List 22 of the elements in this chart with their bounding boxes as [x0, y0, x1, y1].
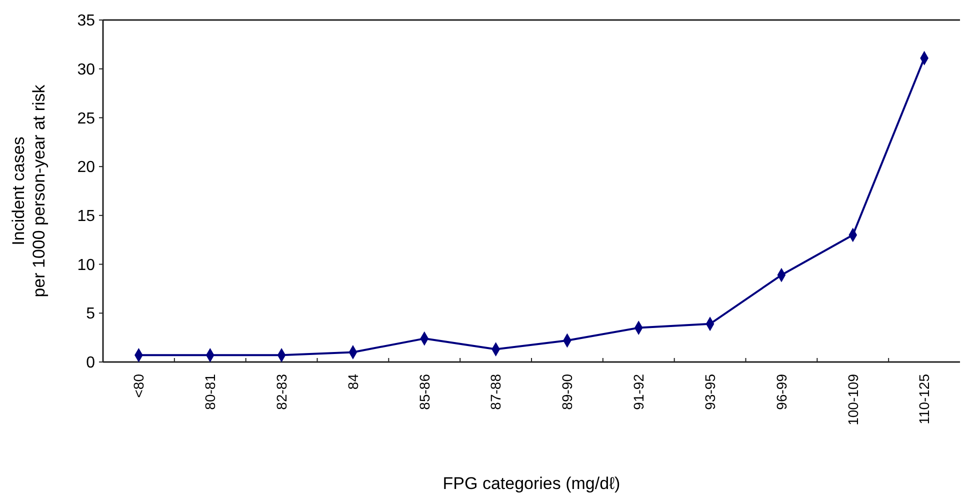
x-tick-label: <80: [130, 374, 147, 398]
x-tick-label: 84: [344, 374, 361, 390]
x-tick-label: 85-86: [416, 374, 432, 410]
x-tick-label: 80-81: [202, 374, 218, 410]
y-axis-title: Incident cases per 1000 person-year at risk: [9, 84, 48, 298]
x-tick-label: 96-99: [773, 374, 790, 410]
y-tick-label: 25: [77, 110, 96, 128]
x-tick-label: 110-125: [916, 374, 932, 424]
x-tick-label: 87-88: [488, 374, 504, 410]
y-tick-label: 5: [86, 306, 96, 323]
y-tick-label: 0: [86, 354, 96, 372]
y-tick-label: 35: [77, 12, 96, 30]
x-tick-label: 82-83: [273, 374, 290, 410]
x-tick-label: 93-95: [702, 374, 718, 410]
x-axis-title: FPG categories (mg/dℓ): [442, 474, 620, 493]
x-tick-label: 89-90: [559, 374, 576, 410]
x-tick-label: 100-109: [844, 374, 861, 426]
y-tick-label: 30: [77, 61, 96, 78]
y-tick-label: 15: [77, 208, 96, 226]
x-tick-label: 91-92: [630, 374, 647, 410]
y-tick-label: 20: [77, 159, 96, 176]
y-tick-label: 10: [77, 256, 96, 274]
